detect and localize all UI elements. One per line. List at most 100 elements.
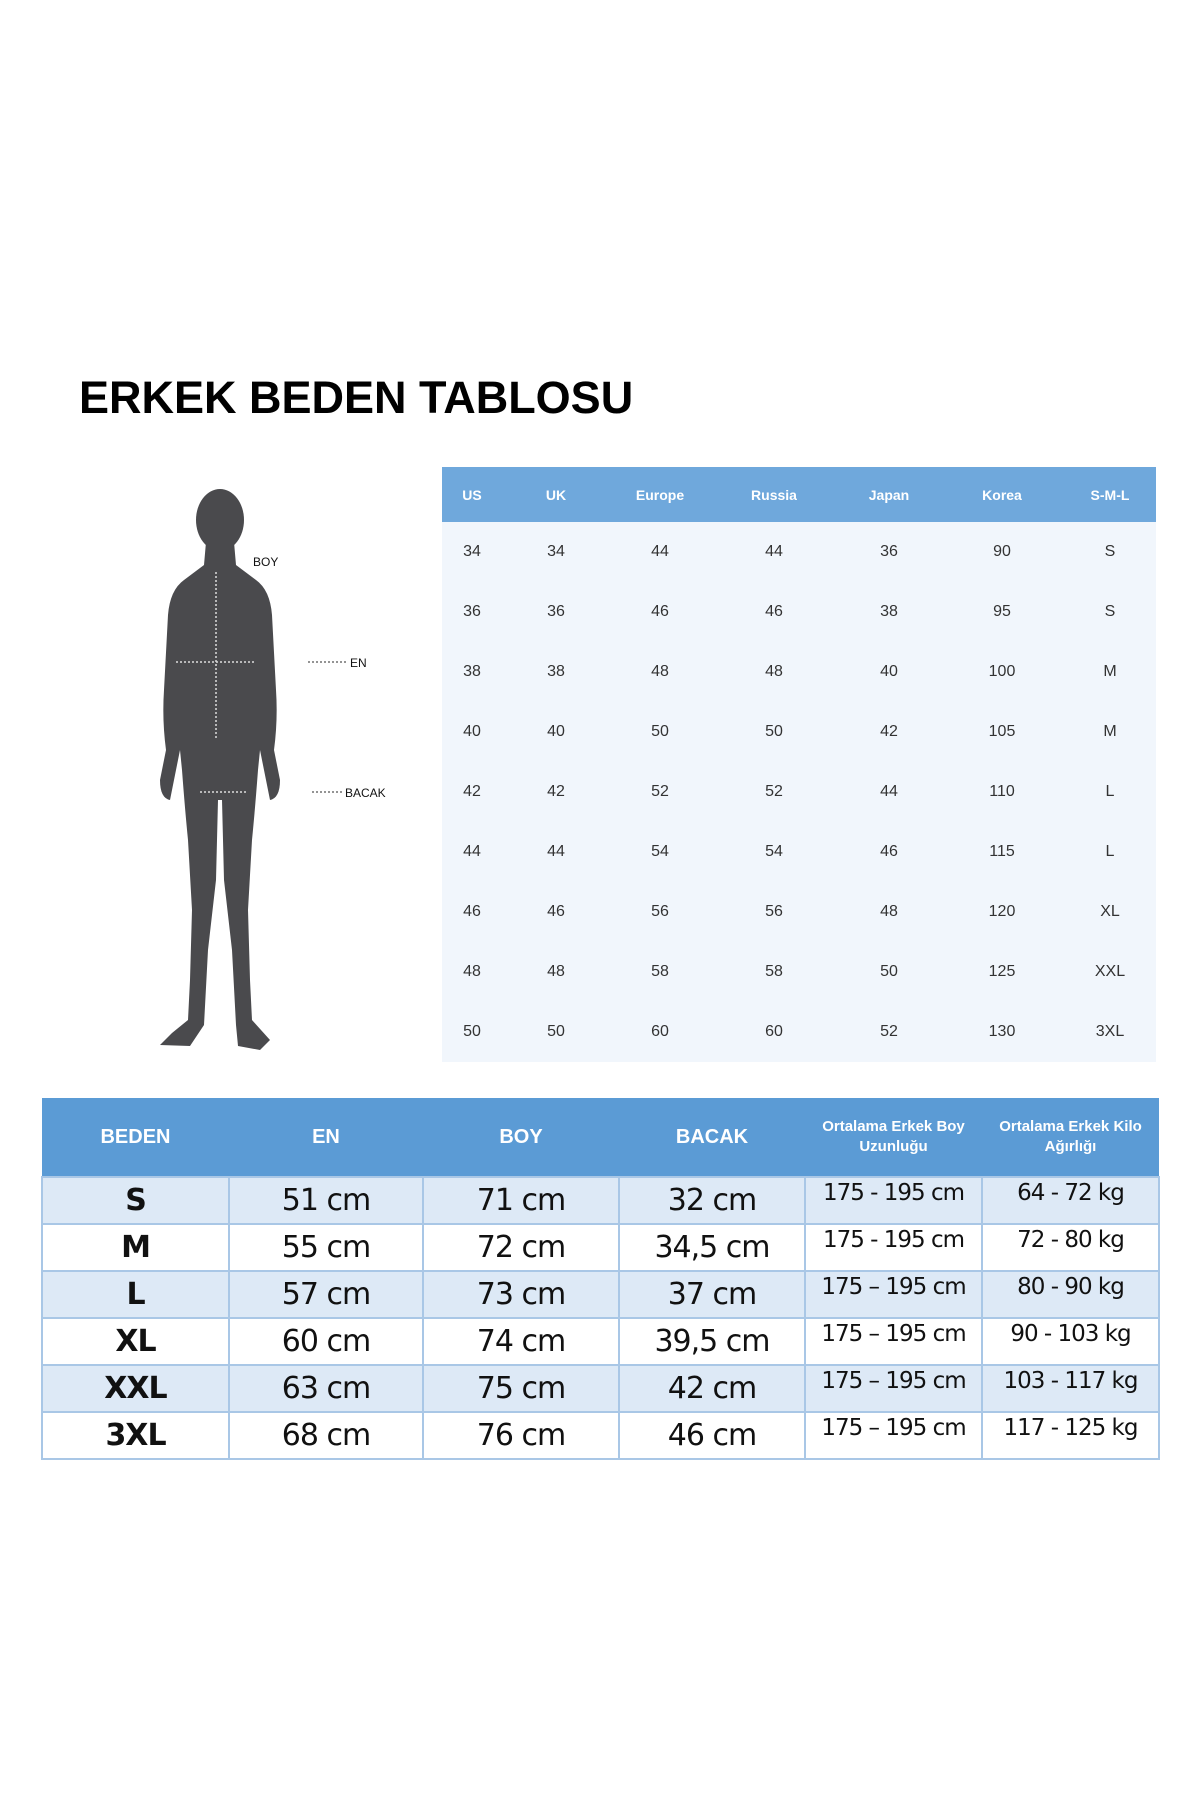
table-cell: 60	[710, 1002, 838, 1062]
column-header: Ortalama Erkek Kilo Ağırlığı	[982, 1098, 1159, 1177]
table-cell: 36	[442, 582, 502, 642]
table-cell: 50	[838, 942, 940, 1002]
table-cell: 130	[940, 1002, 1064, 1062]
table-cell: 60 cm	[228, 1317, 424, 1366]
table-cell: 120	[940, 882, 1064, 942]
table-cell: 34	[442, 522, 502, 582]
table-row: 48 48 58 58 50 125 XXL	[442, 942, 1156, 1002]
table-row: M 55 cm 72 cm 34,5 cm 175 - 195 cm 72 - 80 kg	[41, 1223, 1160, 1272]
table-cell: 175 – 195 cm	[804, 1364, 983, 1413]
table-row: 34 34 44 44 36 90 S	[442, 522, 1156, 582]
table-cell: S	[1064, 582, 1156, 642]
table-cell: 46	[838, 822, 940, 882]
table-cell: M	[1064, 642, 1156, 702]
table-cell: 175 - 195 cm	[804, 1223, 983, 1272]
table-cell: L	[1064, 762, 1156, 822]
column-header: Russia	[710, 467, 838, 522]
table-cell: 60	[610, 1002, 710, 1062]
table-cell: 34	[502, 522, 610, 582]
table-cell: 50	[502, 1002, 610, 1062]
column-header: EN	[229, 1098, 423, 1177]
column-header: Europe	[610, 467, 710, 522]
table-cell: 110	[940, 762, 1064, 822]
table-cell: 38	[838, 582, 940, 642]
table-row: L 57 cm 73 cm 37 cm 175 – 195 cm 80 - 90 kg	[41, 1270, 1160, 1319]
table-cell: 46	[610, 582, 710, 642]
table-cell: 37 cm	[618, 1270, 806, 1319]
table-cell: 48	[502, 942, 610, 1002]
table-row: 40 40 50 50 42 105 M	[442, 702, 1156, 762]
table-row: 44 44 54 54 46 115 L	[442, 822, 1156, 882]
table-cell: 50	[610, 702, 710, 762]
table-row: 3XL 68 cm 76 cm 46 cm 175 – 195 cm 117 - 125 …	[41, 1411, 1160, 1460]
table-cell: 175 - 195 cm	[804, 1176, 983, 1225]
table-cell: 103 - 117 kg	[981, 1364, 1160, 1413]
table-cell: 68 cm	[228, 1411, 424, 1460]
table-cell: 105	[940, 702, 1064, 762]
conversion-header-row: US UK Europe Russia Japan Korea S-M-L	[442, 467, 1156, 522]
en-label: EN	[350, 656, 367, 670]
column-header: Japan	[838, 467, 940, 522]
table-cell: 58	[710, 942, 838, 1002]
table-cell: 56	[610, 882, 710, 942]
table-cell: 44	[502, 822, 610, 882]
table-cell: 175 – 195 cm	[804, 1411, 983, 1460]
table-cell: 55 cm	[228, 1223, 424, 1272]
table-cell: 75 cm	[422, 1364, 620, 1413]
table-cell: L	[1064, 822, 1156, 882]
table-row: XXL 63 cm 75 cm 42 cm 175 – 195 cm 103 - 117 …	[41, 1364, 1160, 1413]
table-cell: 46	[502, 882, 610, 942]
table-cell: 51 cm	[228, 1176, 424, 1225]
male-silhouette-icon	[160, 489, 280, 1050]
boy-label: BOY	[253, 555, 278, 569]
table-cell: 72 - 80 kg	[981, 1223, 1160, 1272]
table-cell: 115	[940, 822, 1064, 882]
table-cell: 38	[502, 642, 610, 702]
table-cell: 90 - 103 kg	[981, 1317, 1160, 1366]
table-cell: 40	[442, 702, 502, 762]
table-cell: 32 cm	[618, 1176, 806, 1225]
table-cell: 44	[710, 522, 838, 582]
table-cell: 40	[838, 642, 940, 702]
bacak-label: BACAK	[345, 786, 386, 800]
table-cell: M	[1064, 702, 1156, 762]
size-label: 3XL	[41, 1411, 230, 1460]
table-cell: 39,5 cm	[618, 1317, 806, 1366]
size-label: XL	[41, 1317, 230, 1366]
table-cell: 52	[838, 1002, 940, 1062]
column-header: US	[442, 467, 502, 522]
body-measurement-figure: BOY EN BACAK	[160, 489, 386, 1050]
conversion-body: 34 34 44 44 36 90 S 36 36 46 46 38 95 S 38 38 48 48 40 100 M…	[442, 522, 1156, 1062]
table-row: 38 38 48 48 40 100 M	[442, 642, 1156, 702]
size-header-row: BEDEN EN BOY BACAK Ortalama Erkek Boy Uzunlu…	[42, 1098, 1159, 1177]
table-cell: 175 – 195 cm	[804, 1270, 983, 1319]
size-label: L	[41, 1270, 230, 1319]
table-cell: 80 - 90 kg	[981, 1270, 1160, 1319]
table-cell: 48	[838, 882, 940, 942]
table-cell: 64 - 72 kg	[981, 1176, 1160, 1225]
table-row: 36 36 46 46 38 95 S	[442, 582, 1156, 642]
table-cell: 48	[442, 942, 502, 1002]
table-cell: 125	[940, 942, 1064, 1002]
column-header: Ortalama Erkek Boy Uzunluğu	[805, 1098, 982, 1177]
table-cell: 36	[838, 522, 940, 582]
size-measurement-table: BEDEN EN BOY BACAK Ortalama Erkek Boy Uzunlu…	[41, 1098, 1160, 1460]
table-cell: 42 cm	[618, 1364, 806, 1413]
column-header: BEDEN	[42, 1098, 229, 1177]
table-cell: 48	[610, 642, 710, 702]
table-cell: 117 - 125 kg	[981, 1411, 1160, 1460]
column-header: BOY	[423, 1098, 619, 1177]
table-cell: 56	[710, 882, 838, 942]
table-cell: 38	[442, 642, 502, 702]
size-body: S 51 cm 71 cm 32 cm 175 - 195 cm 64 - 72 kg M 5…	[41, 1176, 1160, 1460]
column-header: UK	[502, 467, 610, 522]
table-cell: 72 cm	[422, 1223, 620, 1272]
table-cell: 36	[502, 582, 610, 642]
table-row: 50 50 60 60 52 130 3XL	[442, 1002, 1156, 1062]
table-cell: XL	[1064, 882, 1156, 942]
table-cell: 71 cm	[422, 1176, 620, 1225]
table-cell: 46 cm	[618, 1411, 806, 1460]
table-cell: XXL	[1064, 942, 1156, 1002]
table-cell: 54	[610, 822, 710, 882]
column-header: BACAK	[619, 1098, 805, 1177]
